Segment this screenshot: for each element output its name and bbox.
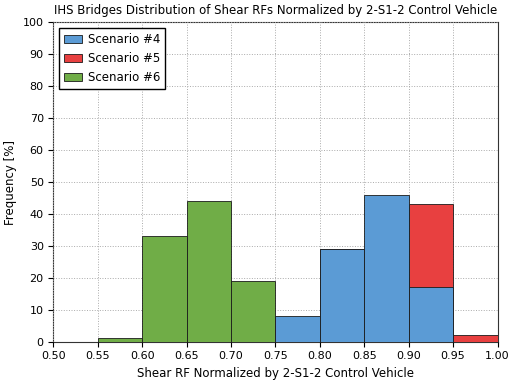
- Bar: [453, 335, 498, 341]
- Bar: [98, 338, 142, 341]
- Bar: [231, 281, 276, 341]
- Bar: [187, 201, 231, 341]
- Bar: [276, 326, 320, 341]
- Bar: [320, 249, 364, 341]
- Title: IHS Bridges Distribution of Shear RFs Normalized by 2-S1-2 Control Vehicle: IHS Bridges Distribution of Shear RFs No…: [54, 4, 497, 17]
- X-axis label: Shear RF Normalized by 2-S1-2 Control Vehicle: Shear RF Normalized by 2-S1-2 Control Ve…: [137, 367, 414, 380]
- Bar: [276, 329, 320, 341]
- Bar: [364, 278, 409, 341]
- Legend: Scenario #4, Scenario #5, Scenario #6: Scenario #4, Scenario #5, Scenario #6: [59, 28, 165, 89]
- Bar: [409, 204, 453, 341]
- Bar: [409, 287, 453, 341]
- Bar: [364, 195, 409, 341]
- Bar: [142, 236, 187, 341]
- Bar: [276, 316, 320, 341]
- Y-axis label: Frequency [%]: Frequency [%]: [4, 139, 17, 225]
- Bar: [320, 249, 364, 341]
